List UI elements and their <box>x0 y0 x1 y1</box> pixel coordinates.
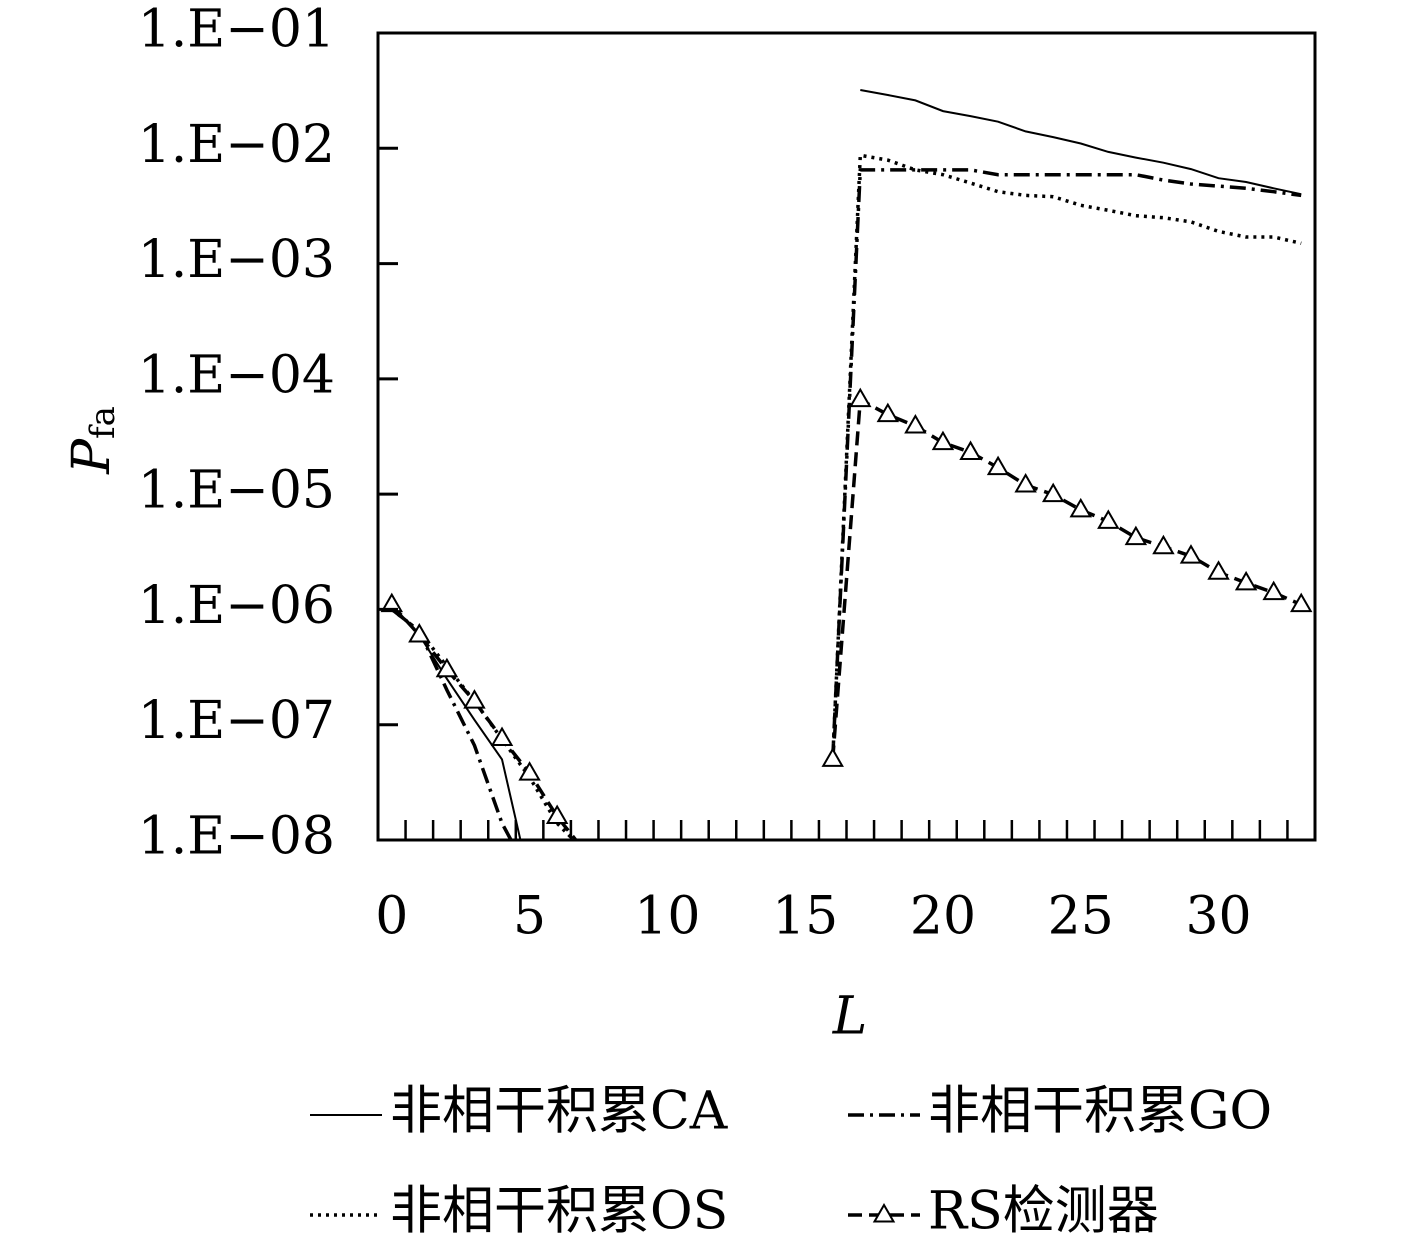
point-marker <box>959 440 982 460</box>
y-tick-label: 1.E−04 <box>138 345 335 405</box>
legend-label: 非相干积累OS <box>390 1182 728 1242</box>
point-marker <box>435 657 459 678</box>
point-marker <box>1207 560 1230 580</box>
legend-label: 非相干积累GO <box>928 1082 1272 1142</box>
point-marker <box>821 747 844 767</box>
x-tick-label: 20 <box>910 887 976 947</box>
point-marker <box>545 804 569 824</box>
point-marker <box>1014 473 1037 493</box>
x-tick-label: 25 <box>1048 887 1114 947</box>
legend-label: 非相干积累CA <box>390 1082 729 1142</box>
point-marker <box>1262 580 1285 601</box>
point-marker <box>1041 482 1065 503</box>
x-tick-label: 0 <box>375 887 408 947</box>
series-line <box>390 168 1302 840</box>
y-tick-label: 1.E−01 <box>138 0 335 60</box>
point-marker <box>490 726 514 746</box>
point-marker <box>931 430 955 451</box>
point-marker <box>876 402 900 423</box>
point-marker <box>986 455 1010 476</box>
point-marker <box>584 839 586 840</box>
point-marker <box>1179 544 1203 564</box>
point-marker <box>1124 525 1148 546</box>
point-marker <box>904 413 927 434</box>
y-axis-label-sub: fa <box>83 406 123 439</box>
series-line <box>390 153 1302 840</box>
point-marker <box>1152 534 1175 555</box>
y-tick-label: 1.E−06 <box>138 576 335 636</box>
point-marker <box>408 623 431 643</box>
legend-label: RS检测器 <box>928 1182 1159 1242</box>
point-marker <box>1289 592 1313 613</box>
x-tick-label: 30 <box>1185 887 1251 947</box>
y-tick-label: 1.E−07 <box>138 691 335 751</box>
y-axis-label-main: P <box>62 438 122 475</box>
y-tick-label: 1.E−05 <box>138 461 335 521</box>
point-marker <box>849 387 872 408</box>
point-marker <box>518 761 541 781</box>
x-axis-label: L <box>832 987 868 1047</box>
y-tick-label: 1.E−08 <box>138 807 335 867</box>
y-tick-label: 1.E−03 <box>138 230 335 290</box>
x-tick-label: 10 <box>634 887 700 947</box>
x-tick-label: 15 <box>772 887 838 947</box>
point-marker <box>463 689 486 709</box>
point-marker <box>1097 509 1120 529</box>
y-tick-label: 1.E−02 <box>138 115 335 175</box>
series-layer <box>380 89 1313 840</box>
point-marker <box>1234 570 1258 591</box>
legend-marker <box>872 1202 896 1223</box>
point-marker <box>380 592 404 613</box>
y-axis-label: Pfa <box>62 406 124 475</box>
x-tick-label: 5 <box>513 887 546 947</box>
point-marker <box>1069 497 1092 518</box>
